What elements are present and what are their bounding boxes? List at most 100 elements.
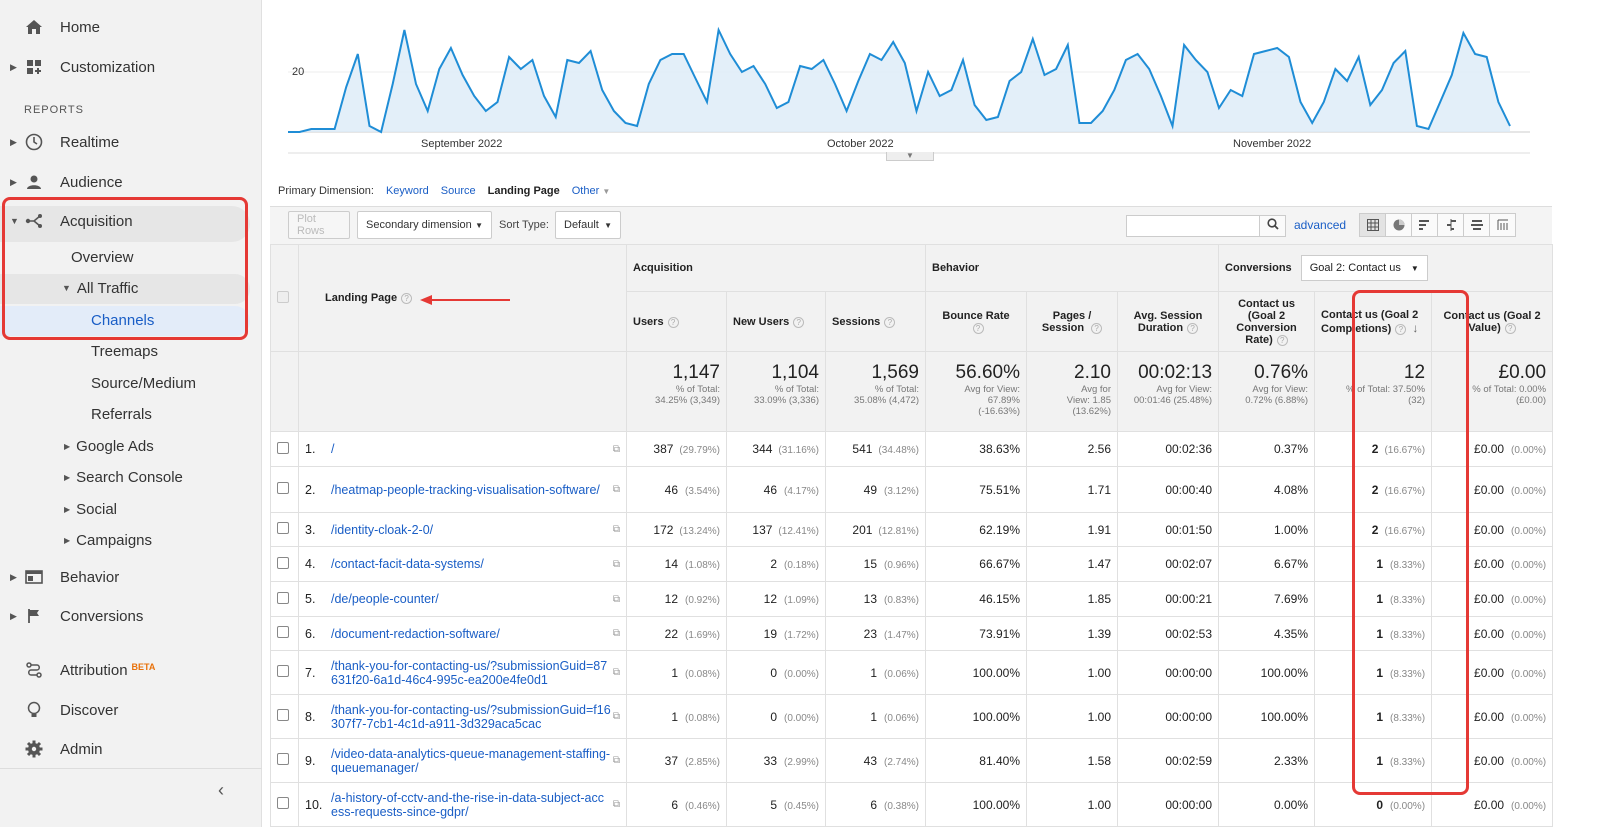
open-page-icon[interactable]: ⧉ <box>612 711 620 722</box>
sidebar-item-attribution[interactable]: Attribution BETA <box>0 655 262 685</box>
sidebar-item-social[interactable]: ▶ Social <box>64 495 117 523</box>
landing-page-link[interactable]: /thank-you-for-contacting-us/?submission… <box>331 702 611 731</box>
open-page-icon[interactable]: ⧉ <box>612 593 620 605</box>
sidebar-item-source-medium[interactable]: Source/Medium <box>91 374 197 392</box>
row-checkbox[interactable] <box>277 665 289 677</box>
landing-page-header[interactable]: Landing Page? <box>298 244 627 352</box>
sidebar-item-referrals[interactable]: Referrals <box>91 405 152 423</box>
sidebar-item-all-traffic[interactable]: ▼ All Traffic <box>62 274 138 302</box>
table-row[interactable]: 5. /de/people-counter/ ⧉ 12 (0.92%) 12 (1.09%)… <box>270 581 1554 617</box>
help-icon[interactable]: ? <box>1091 322 1103 334</box>
help-icon[interactable]: ? <box>1276 334 1288 346</box>
landing-page-link[interactable]: / <box>331 442 335 456</box>
help-icon[interactable]: ? <box>401 293 413 304</box>
landing-page-link[interactable]: /thank-you-for-contacting-us/?submission… <box>331 658 608 687</box>
table-view-icon[interactable] <box>1359 213 1386 237</box>
landing-page-link[interactable]: /identity-cloak-2-0/ <box>331 522 434 537</box>
table-row[interactable]: 10. /a-history-of-cctv-and-the-rise-in-da… <box>270 782 1554 827</box>
table-row[interactable]: 3. /identity-cloak-2-0/ ⧉ 172 (13.24%) 137 (12… <box>270 512 1554 547</box>
help-icon[interactable]: ? <box>1395 323 1407 335</box>
help-icon[interactable]: ? <box>1187 322 1199 334</box>
secondary-dimension-dropdown[interactable]: Secondary dimension ▼ <box>357 211 492 239</box>
open-page-icon[interactable]: ⧉ <box>612 484 620 495</box>
row-checkbox[interactable] <box>277 591 289 604</box>
landing-page-link[interactable]: /video-data-analytics-queue-management-s… <box>331 746 611 775</box>
term-cloud-view-icon[interactable] <box>1463 213 1490 237</box>
sidebar-item-search-console[interactable]: ▶ Search Console <box>64 463 183 491</box>
help-icon[interactable]: ? <box>884 316 896 328</box>
sidebar-item-campaigns[interactable]: ▶ Campaigns <box>64 526 152 554</box>
sort-type-dropdown[interactable]: Default ▼ <box>555 211 621 239</box>
open-page-icon[interactable]: ⧉ <box>612 667 620 678</box>
table-row[interactable]: 4. /contact-facit-data-systems/ ⧉ 14 (1.08%)… <box>270 546 1554 582</box>
help-icon[interactable]: ? <box>1504 322 1516 334</box>
advanced-filter-link[interactable]: advanced <box>1294 218 1347 232</box>
sidebar-item-google-ads[interactable]: ▶ Google Ads <box>64 432 154 460</box>
table-row[interactable]: 6. /document-redaction-software/ ⧉ 22 (1.69%… <box>270 616 1554 651</box>
col-bounce-rate[interactable]: Bounce Rate? <box>925 291 1027 352</box>
row-checkbox[interactable] <box>277 753 289 765</box>
col-goal2-value[interactable]: Contact us (Goal 2 Value)? <box>1431 291 1554 352</box>
dimension-source[interactable]: Source <box>440 185 476 197</box>
col-sessions[interactable]: Sessions? <box>825 291 926 352</box>
landing-page-link[interactable]: /de/people-counter/ <box>331 592 439 606</box>
sidebar-item-overview[interactable]: Overview <box>71 248 134 266</box>
col-pages-session[interactable]: Pages / Session ? <box>1026 291 1118 352</box>
sidebar-item-realtime[interactable]: ▶ Realtime <box>0 127 262 157</box>
row-checkbox[interactable] <box>277 709 289 721</box>
select-all-checkbox[interactable] <box>277 290 289 303</box>
row-checkbox[interactable] <box>277 482 289 494</box>
sidebar-item-audience[interactable]: ▶ Audience <box>0 167 262 197</box>
search-button[interactable] <box>1260 215 1286 237</box>
open-page-icon[interactable]: ⧉ <box>612 443 620 455</box>
table-row[interactable]: 9. /video-data-analytics-queue-management… <box>270 738 1554 783</box>
col-avg-session-duration[interactable]: Avg. Session Duration? <box>1116 291 1220 352</box>
open-page-icon[interactable]: ⧉ <box>612 628 620 639</box>
pivot-view-icon[interactable] <box>1489 213 1516 237</box>
sidebar-item-channels[interactable]: Channels <box>91 311 155 329</box>
table-row[interactable]: 8. /thank-you-for-contacting-us/?submissi… <box>270 694 1554 739</box>
goal-selector-dropdown[interactable]: Goal 2: Contact us ▼ <box>1300 255 1428 281</box>
plot-rows-button[interactable]: Plot Rows <box>288 211 350 239</box>
collapse-sidebar-chevron-icon[interactable]: ‹ <box>218 780 224 800</box>
col-goal2-conversion-rate[interactable]: Contact us (Goal 2 Conversion Rate)? <box>1218 291 1316 352</box>
row-checkbox[interactable] <box>277 556 289 569</box>
comparison-view-icon[interactable] <box>1437 213 1464 237</box>
open-page-icon[interactable]: ⧉ <box>612 755 620 766</box>
row-checkbox[interactable] <box>277 441 289 454</box>
col-users[interactable]: Users? <box>626 291 727 352</box>
landing-page-link[interactable]: /document-redaction-software/ <box>331 626 500 641</box>
landing-page-link[interactable]: /contact-facit-data-systems/ <box>331 557 484 571</box>
bar-view-icon[interactable] <box>1411 213 1438 237</box>
help-icon[interactable]: ? <box>667 316 679 328</box>
open-page-icon[interactable]: ⧉ <box>612 799 620 810</box>
sidebar-item-behavior[interactable]: ▶ Behavior <box>0 562 262 592</box>
landing-page-link[interactable]: /heatmap-people-tracking-visualisation-s… <box>331 482 600 497</box>
table-search-input[interactable] <box>1126 215 1260 237</box>
row-checkbox[interactable] <box>277 797 289 809</box>
dimension-other[interactable]: Other ▼ <box>572 185 611 197</box>
sidebar-item-admin[interactable]: Admin <box>0 734 262 764</box>
sidebar-item-treemaps[interactable]: Treemaps <box>91 342 158 360</box>
col-new-users[interactable]: New Users? <box>726 291 826 352</box>
row-checkbox[interactable] <box>277 626 289 638</box>
row-checkbox[interactable] <box>277 522 289 534</box>
open-page-icon[interactable]: ⧉ <box>612 524 620 535</box>
table-row[interactable]: 7. /thank-you-for-contacting-us/?submissi… <box>270 650 1554 695</box>
sidebar-item-discover[interactable]: Discover <box>0 695 262 725</box>
table-row[interactable]: 2. /heatmap-people-tracking-visualisation… <box>270 466 1554 513</box>
sidebar-item-acquisition[interactable]: ▼ Acquisition <box>0 206 262 236</box>
help-icon[interactable]: ? <box>972 322 984 334</box>
table-row[interactable]: 1. / ⧉ 387 (29.79%) 344 (31.16%) 541 (34.48%) 38.… <box>270 431 1554 467</box>
landing-page-link[interactable]: /a-history-of-cctv-and-the-rise-in-data-… <box>331 790 605 819</box>
open-page-icon[interactable]: ⧉ <box>612 558 620 570</box>
sidebar-item-conversions[interactable]: ▶ Conversions <box>0 601 262 631</box>
sidebar-item-home[interactable]: Home <box>0 12 262 42</box>
dimension-keyword[interactable]: Keyword <box>385 185 429 197</box>
help-icon[interactable]: ? <box>793 316 805 328</box>
chart-resize-handle[interactable]: ▼ <box>886 152 934 161</box>
col-goal2-completions[interactable]: Contact us (Goal 2 Completions)? ↓ <box>1314 291 1433 352</box>
pie-view-icon[interactable] <box>1385 213 1412 237</box>
dimension-landing-page[interactable]: Landing Page <box>487 185 560 197</box>
sidebar-item-customization[interactable]: ▶ Customization <box>0 52 262 82</box>
